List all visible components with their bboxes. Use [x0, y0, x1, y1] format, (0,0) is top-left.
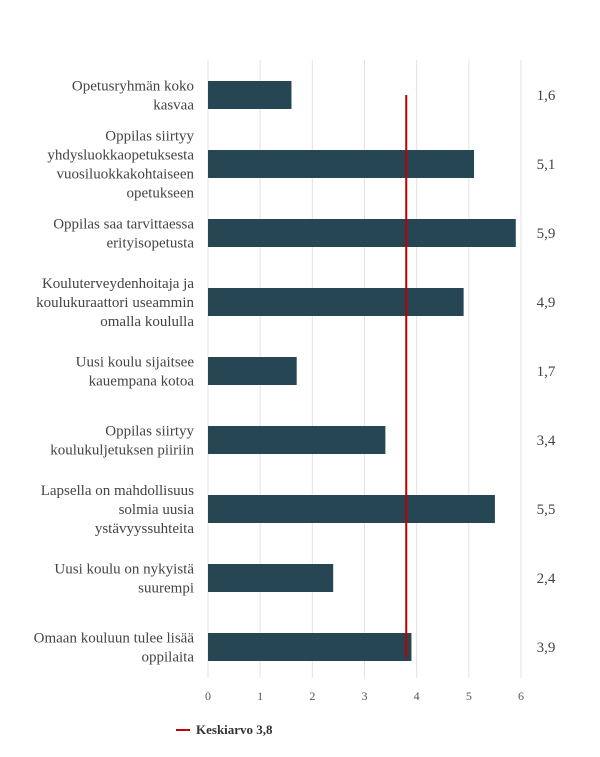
category-label: Uusi koulu sijaitsee kauempana kotoa — [76, 355, 195, 390]
category-label-line: Oppilas saa tarvittaessa — [53, 217, 194, 233]
category-label-line: Opetusryhmän koko — [72, 79, 194, 95]
x-axis-ticks: 0 1 2 3 4 5 6 — [205, 689, 524, 703]
bar — [208, 288, 464, 316]
category-label: Oppilas siirtyy koulukuljetuksen piiriin — [50, 424, 194, 459]
legend-label: Keskiarvo 3,8 — [196, 722, 273, 737]
legend-line-swatch — [176, 729, 190, 731]
category-label-line: suurempi — [138, 581, 194, 597]
category-label-line: Omaan kouluun tulee lisää — [34, 631, 195, 647]
value-label: 1,7 — [537, 364, 556, 380]
category-label: Kouluterveydenhoitaja ja koulukuraattori … — [36, 276, 194, 330]
bars — [208, 81, 516, 661]
x-tick-label: 5 — [466, 689, 472, 703]
bar — [208, 495, 495, 523]
bar — [208, 426, 386, 454]
x-tick-label: 1 — [257, 689, 263, 703]
value-label: 5,9 — [537, 226, 556, 242]
value-labels: 1,6 5,1 5,9 4,9 1,7 3,4 5,5 2,4 3,9 — [537, 88, 556, 656]
category-label-line: Oppilas siirtyy — [105, 129, 194, 145]
x-tick-label: 3 — [362, 689, 368, 703]
bar — [208, 81, 292, 109]
value-label: 4,9 — [537, 295, 556, 311]
category-label-line: Kouluterveydenhoitaja ja — [42, 276, 194, 292]
value-label: 3,4 — [537, 433, 556, 449]
bar — [208, 219, 516, 247]
category-label: Lapsella on mahdollisuus solmia uusia ystä… — [41, 483, 195, 537]
category-label-line: yhdysluokkaopetuksesta — [47, 148, 194, 164]
category-label-line: erityisopetusta — [107, 236, 195, 252]
bar — [208, 633, 412, 661]
category-label-line: oppilaita — [142, 650, 195, 666]
category-label: Oppilas saa tarvittaessa erityisopetusta — [53, 217, 194, 252]
value-label: 2,4 — [537, 571, 556, 587]
x-tick-label: 0 — [205, 689, 211, 703]
bar — [208, 564, 334, 592]
value-label: 1,6 — [537, 88, 556, 104]
x-tick-label: 4 — [414, 689, 420, 703]
category-label-line: opetukseen — [127, 186, 195, 202]
value-label: 5,5 — [537, 502, 556, 518]
category-label: Opetusryhmän koko kasvaa — [72, 79, 194, 114]
value-label: 5,1 — [537, 157, 556, 173]
category-label-line: solmia uusia — [119, 502, 195, 518]
value-label: 3,9 — [537, 640, 556, 656]
legend: Keskiarvo 3,8 — [176, 722, 273, 738]
category-label: Omaan kouluun tulee lisää oppilaita — [34, 631, 195, 666]
bar — [208, 357, 297, 385]
bar — [208, 150, 475, 178]
x-tick-label: 2 — [309, 689, 315, 703]
category-label-line: vuosiluokkakohtaiseen — [57, 167, 195, 183]
category-labels: Opetusryhmän koko kasvaa Oppilas siirtyy yh… — [34, 79, 195, 666]
category-label-line: Oppilas siirtyy — [105, 424, 194, 440]
category-label-line: Lapsella on mahdollisuus — [41, 483, 194, 499]
category-label-line: Uusi koulu on nykyistä — [54, 562, 194, 578]
category-label-line: kauempana kotoa — [89, 374, 195, 390]
category-label: Uusi koulu on nykyistä suurempi — [54, 562, 194, 597]
category-label-line: kasvaa — [153, 98, 194, 114]
category-label-line: omalla koululla — [100, 314, 194, 330]
category-label-line: koulukuljetuksen piiriin — [50, 443, 194, 459]
category-label-line: koulukuraattori useammin — [36, 295, 194, 311]
x-tick-label: 6 — [518, 689, 524, 703]
category-label: Oppilas siirtyy yhdysluokkaopetuksesta vuo… — [47, 129, 194, 202]
category-label-line: ystävyyssuhteita — [95, 521, 194, 537]
category-label-line: Uusi koulu sijaitsee — [76, 355, 195, 371]
